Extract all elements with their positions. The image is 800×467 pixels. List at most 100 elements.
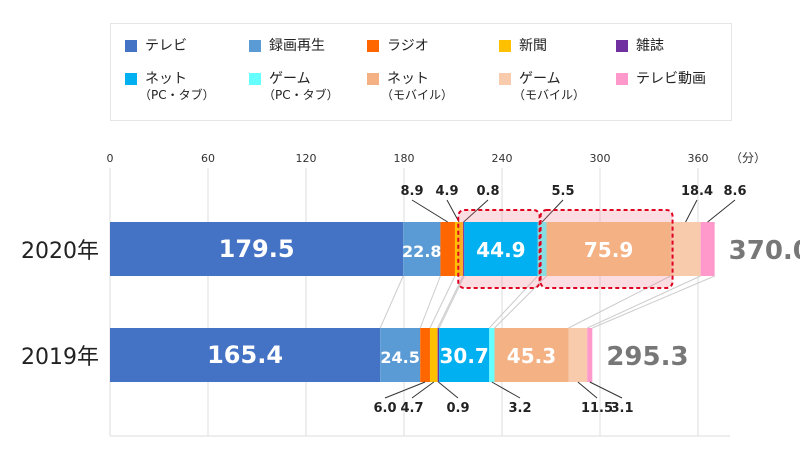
leader-line bbox=[707, 199, 736, 223]
category-label: 2020年 bbox=[21, 239, 99, 264]
legend-name: テレビ動画 bbox=[636, 71, 706, 87]
data-label: 30.7 bbox=[440, 344, 489, 368]
x-tick-label: 360 bbox=[688, 152, 709, 165]
legend-item: ゲーム （モバイル） bbox=[499, 71, 585, 103]
legend-sub: （モバイル） bbox=[381, 88, 454, 102]
legend-name: テレビ bbox=[145, 38, 187, 54]
total-label: 295.3 bbox=[606, 342, 688, 372]
legend-item: 雑誌 bbox=[616, 38, 664, 54]
leader-line bbox=[685, 199, 698, 223]
connector-line bbox=[419, 275, 441, 329]
bar-segment bbox=[494, 328, 569, 382]
legend-swatch bbox=[249, 73, 261, 85]
bar-segment bbox=[546, 222, 671, 276]
leader-line bbox=[446, 199, 460, 223]
legend-label: 録画再生 bbox=[269, 38, 325, 54]
legend-label: 新聞 bbox=[519, 38, 547, 54]
bar-segment bbox=[670, 222, 701, 276]
legend-name: ラジオ bbox=[387, 38, 429, 54]
data-label: 18.4 bbox=[681, 184, 713, 199]
data-label: 45.3 bbox=[507, 344, 556, 368]
data-label: 0.8 bbox=[476, 184, 499, 199]
data-label: 75.9 bbox=[584, 238, 633, 262]
legend-sub: （PC・タブ） bbox=[139, 88, 215, 102]
legend-swatch bbox=[249, 40, 261, 52]
legend-item: テレビ動画 bbox=[616, 71, 706, 87]
bar-segment bbox=[568, 328, 588, 382]
data-label: 179.5 bbox=[219, 235, 295, 263]
legend-swatch bbox=[125, 73, 137, 85]
legend-name: ネット bbox=[145, 71, 187, 87]
leader-line bbox=[491, 381, 521, 399]
bar-segment bbox=[489, 328, 495, 382]
legend-swatch bbox=[367, 40, 379, 52]
bar-segment bbox=[380, 328, 421, 382]
x-tick-label: 120 bbox=[296, 152, 317, 165]
bar-segment bbox=[437, 328, 440, 382]
x-tick-label: 0 bbox=[107, 152, 114, 165]
bar-segment bbox=[403, 222, 441, 276]
legend-swatch bbox=[125, 40, 137, 52]
x-tick-label: 300 bbox=[590, 152, 611, 165]
x-tick-label: 60 bbox=[201, 152, 215, 165]
x-tick-label: 180 bbox=[394, 152, 415, 165]
legend-swatch bbox=[616, 73, 628, 85]
data-label: 6.0 bbox=[373, 401, 396, 416]
legend-label: ネット （モバイル） bbox=[381, 71, 453, 103]
legend-name: 新聞 bbox=[519, 38, 547, 54]
bar-segment bbox=[537, 222, 547, 276]
leader-line bbox=[577, 381, 598, 399]
connector-line bbox=[438, 275, 465, 329]
bar-segment bbox=[454, 222, 463, 276]
data-label: 3.1 bbox=[610, 401, 633, 416]
legend-item: ネット （モバイル） bbox=[367, 71, 453, 103]
data-label: 44.9 bbox=[476, 238, 525, 262]
legend-item: ラジオ bbox=[367, 38, 429, 54]
leader-line bbox=[589, 381, 623, 399]
data-label: 165.4 bbox=[207, 341, 283, 369]
data-label: 4.9 bbox=[435, 184, 458, 199]
data-label: 8.9 bbox=[400, 184, 423, 199]
leader-line bbox=[384, 381, 426, 399]
leader-line bbox=[463, 199, 489, 223]
x-tick-label: 240 bbox=[492, 152, 513, 165]
connector-line bbox=[592, 275, 715, 329]
legend-swatch bbox=[616, 40, 628, 52]
bar-segment bbox=[429, 328, 438, 382]
legend-item: 録画再生 bbox=[249, 38, 325, 54]
legend-name: ゲーム bbox=[269, 71, 311, 87]
bar-segment bbox=[439, 328, 490, 382]
legend-item: 新聞 bbox=[499, 38, 547, 54]
legend-swatch bbox=[499, 73, 511, 85]
legend-label: テレビ bbox=[145, 38, 187, 54]
data-label: 22.8 bbox=[402, 242, 441, 261]
legend-sub: （PC・タブ） bbox=[263, 88, 339, 102]
connector-line bbox=[488, 275, 538, 329]
legend-swatch bbox=[499, 40, 511, 52]
bar-segment bbox=[110, 328, 381, 382]
connector-line bbox=[568, 275, 671, 329]
bar-segment bbox=[587, 328, 593, 382]
legend-item: テレビ bbox=[125, 38, 187, 54]
legend-name: ゲーム bbox=[519, 71, 561, 87]
bar-segment bbox=[464, 222, 538, 276]
legend-label: テレビ動画 bbox=[636, 71, 706, 87]
bar-segment bbox=[700, 222, 715, 276]
total-label: 370.0 bbox=[729, 236, 800, 266]
legend-name: ネット bbox=[387, 71, 429, 87]
connector-line bbox=[379, 275, 404, 329]
leader-line bbox=[411, 381, 435, 399]
leader-line bbox=[541, 199, 564, 223]
legend-sub: （モバイル） bbox=[513, 88, 586, 102]
legend-name: 雑誌 bbox=[636, 38, 664, 54]
legend-label: 雑誌 bbox=[636, 38, 664, 54]
connector-line bbox=[587, 275, 701, 329]
legend: テレビ 録画再生 ラジオ 新聞 雑誌 ネット （PC・タブ） ゲーム （PC・タブ） ネット （モバ… bbox=[110, 23, 732, 121]
category-label: 2019年 bbox=[21, 345, 99, 370]
bar-segment bbox=[110, 222, 404, 276]
data-label: 11.5 bbox=[581, 401, 613, 416]
legend-swatch bbox=[367, 73, 379, 85]
connector-line bbox=[429, 275, 456, 329]
data-label: 0.9 bbox=[446, 401, 469, 416]
